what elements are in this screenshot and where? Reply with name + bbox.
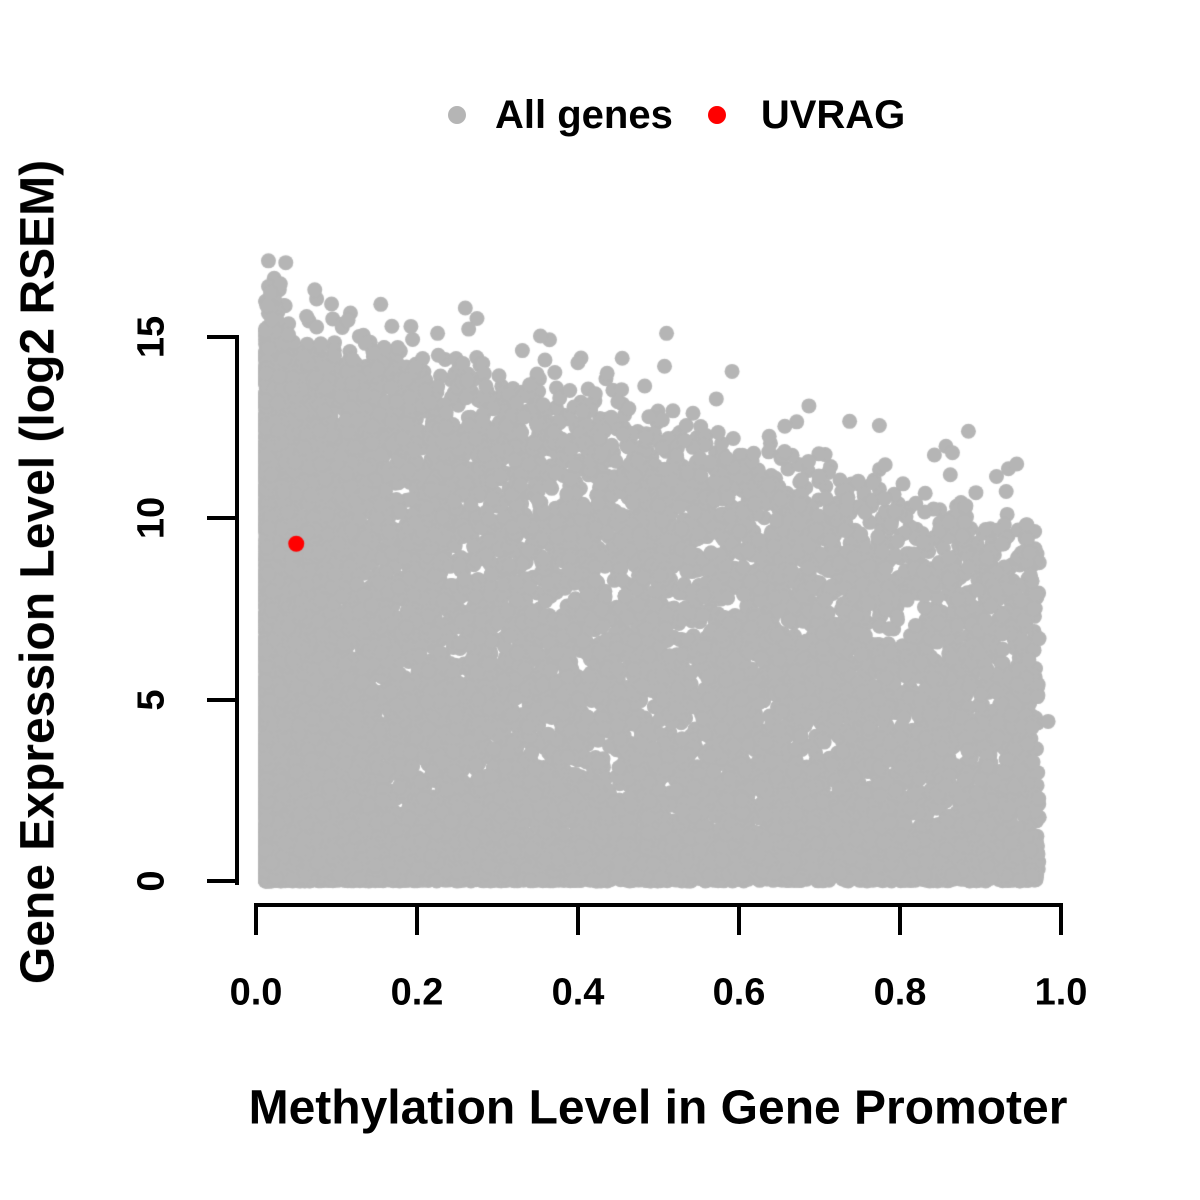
legend-label-all-genes: All genes	[495, 92, 673, 137]
x-axis-tick-mark	[576, 905, 580, 935]
y-axis-tick-mark	[207, 697, 237, 702]
y-axis-tick-mark	[207, 335, 237, 339]
x-axis-tick-label: 0.0	[229, 971, 283, 1014]
x-axis-tick-label: 0.6	[712, 971, 766, 1014]
x-axis-tick-mark	[254, 905, 258, 935]
legend-label-uvrag: UVRAG	[760, 92, 906, 137]
y-axis-title: Gene Expression Level (log2 RSEM)	[11, 159, 65, 985]
y-axis-tick-mark	[207, 516, 237, 521]
y-axis-tick-label: 10	[130, 497, 173, 540]
y-axis-tick-label: 15	[130, 315, 173, 359]
x-axis-tick-label: 0.8	[873, 971, 927, 1014]
x-axis-tick-label: 0.2	[390, 971, 444, 1014]
x-axis-tick-mark	[898, 905, 902, 935]
y-axis-line	[235, 335, 239, 885]
x-axis-line	[254, 903, 1063, 907]
y-axis-tick-label: 5	[130, 689, 173, 711]
y-axis-tick-label: 0	[130, 870, 173, 892]
x-axis-tick-label: 1.0	[1034, 971, 1088, 1014]
x-axis-tick-mark	[737, 905, 741, 935]
x-axis-tick-mark	[415, 905, 419, 935]
x-axis-tick-label: 0.4	[551, 971, 605, 1014]
legend-marker-all-genes-icon	[448, 106, 466, 124]
x-axis-title: Methylation Level in Gene Promoter	[248, 1081, 1068, 1135]
legend: All genes UVRAG	[448, 88, 905, 142]
legend-marker-uvrag-icon	[707, 106, 726, 124]
x-axis-tick-mark	[1059, 905, 1063, 935]
y-axis-tick-mark	[207, 879, 237, 883]
